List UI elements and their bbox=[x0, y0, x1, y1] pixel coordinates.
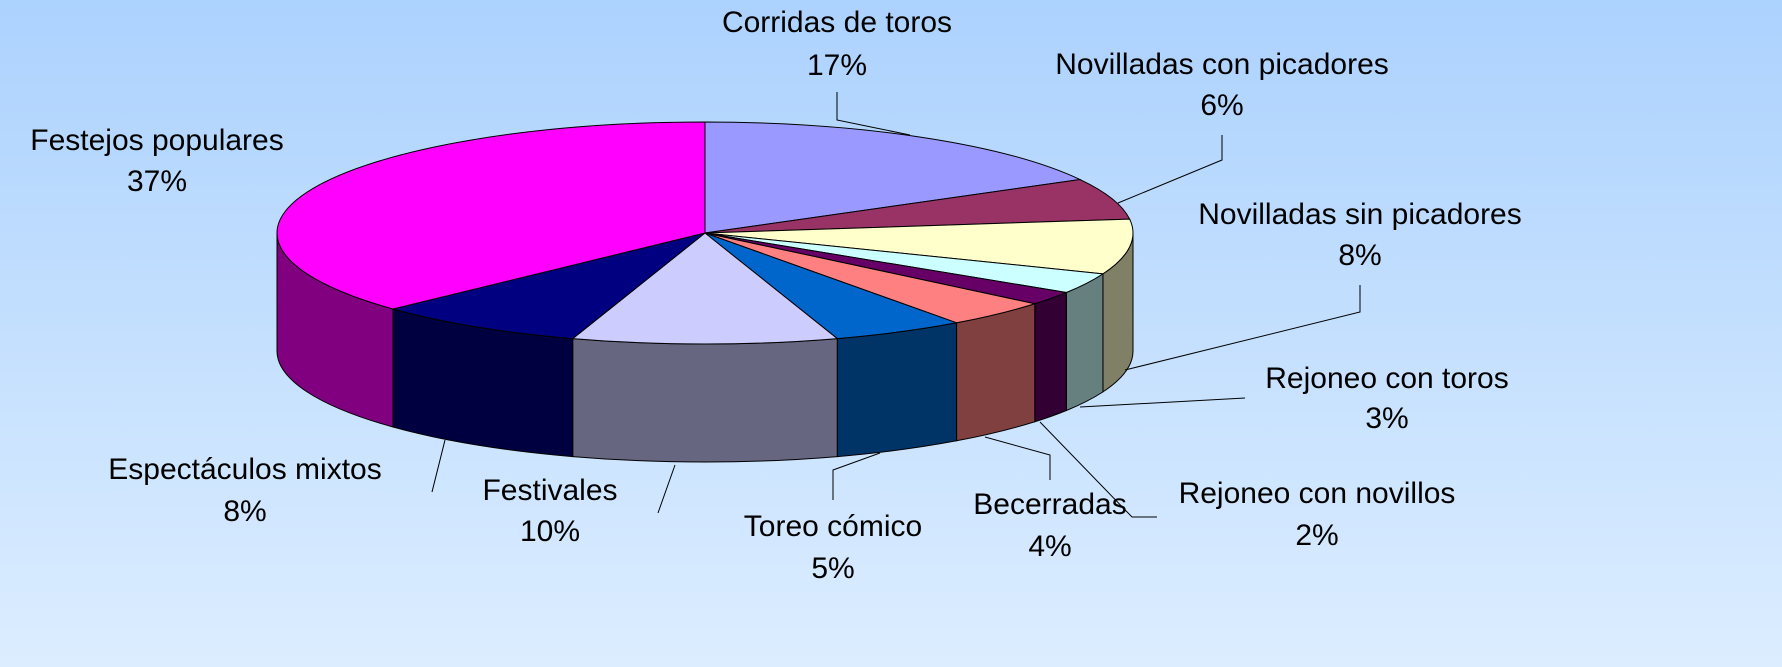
slice-value-label: 4% bbox=[1028, 530, 1071, 563]
pie-side bbox=[956, 303, 1036, 442]
slice-label: Toreo cómico bbox=[744, 510, 922, 543]
pie-side bbox=[572, 338, 838, 463]
slice-label: Novilladas sin picadores bbox=[1198, 198, 1522, 231]
slice-label: Rejoneo con toros bbox=[1265, 362, 1509, 395]
leader-line bbox=[1039, 421, 1157, 518]
leader-line bbox=[832, 452, 881, 500]
pie-slice bbox=[571, 232, 839, 345]
leader-line bbox=[657, 464, 676, 514]
slice-value-label: 2% bbox=[1295, 519, 1338, 552]
slice-label: Espectáculos mixtos bbox=[108, 453, 381, 486]
pie-side bbox=[836, 322, 958, 458]
slice-value-label: 6% bbox=[1200, 89, 1243, 122]
slice-value-label: 10% bbox=[520, 515, 580, 548]
leader-line bbox=[984, 436, 1051, 480]
slice-value-label: 37% bbox=[127, 165, 187, 198]
pie-slice bbox=[391, 232, 706, 340]
slice-value-label: 5% bbox=[811, 552, 854, 585]
pie-side bbox=[1065, 272, 1104, 412]
slice-label: Festivales bbox=[482, 474, 617, 507]
slice-label: Festejos populares bbox=[30, 124, 283, 157]
slice-label: Becerradas bbox=[973, 488, 1126, 521]
slice-label: Novilladas con picadores bbox=[1055, 48, 1389, 81]
labels: Corridas de toros 17% Novilladas con picad… bbox=[30, 6, 1521, 585]
pie-tops bbox=[276, 121, 1134, 345]
pie-slice bbox=[704, 121, 1082, 234]
slice-value-label: 8% bbox=[223, 495, 266, 528]
pie-slice bbox=[704, 218, 1134, 275]
pie-slice bbox=[276, 121, 706, 310]
slice-label: Corridas de toros bbox=[722, 6, 952, 39]
leader-line bbox=[431, 439, 446, 493]
leader-line bbox=[1079, 397, 1246, 408]
leader-line bbox=[836, 92, 911, 136]
slice-label: Rejoneo con novillos bbox=[1179, 477, 1456, 510]
slice-value-label: 8% bbox=[1338, 239, 1381, 272]
slice-value-label: 3% bbox=[1365, 402, 1408, 435]
leader-line bbox=[1117, 135, 1223, 204]
pie-side bbox=[1034, 291, 1067, 423]
pie-slice bbox=[704, 179, 1131, 234]
slice-value-label: 17% bbox=[807, 49, 867, 82]
leader-line bbox=[1124, 285, 1361, 371]
